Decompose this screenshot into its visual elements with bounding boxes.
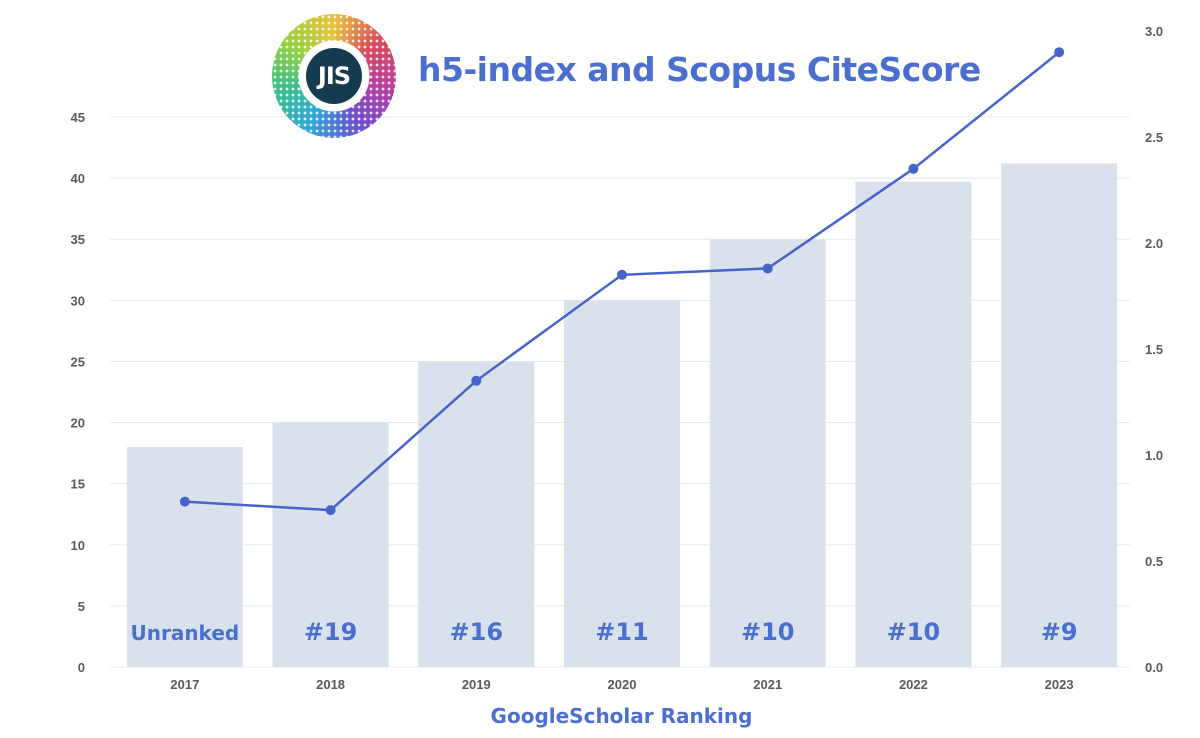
citescore-point: [471, 375, 482, 386]
y-tick-label: 30: [71, 293, 85, 308]
y-tick-label: 0: [78, 660, 85, 675]
bar: [855, 181, 972, 667]
bar-rank-label: #19: [304, 618, 358, 646]
journal-logo: JIS: [272, 14, 396, 138]
y-tick-label: 35: [71, 232, 85, 247]
y-tick-label: 25: [71, 354, 85, 369]
bar-rank-label: #11: [595, 618, 649, 646]
x-axis-title: GoogleScholar Ranking: [490, 704, 753, 728]
right-axis-ticks: 0.0 0.5 1.0 1.5 2.0 2.5 3.0: [1145, 24, 1163, 675]
x-tick-label: 2018: [316, 677, 345, 692]
logo-text: JIS: [306, 48, 362, 104]
y2-tick-label: 1.0: [1145, 448, 1163, 463]
bar: [126, 447, 243, 667]
x-tick-label: 2023: [1045, 677, 1074, 692]
citescore-point: [1054, 47, 1065, 58]
y-tick-label: 5: [78, 599, 85, 614]
x-tick-label: 2020: [608, 677, 637, 692]
y2-tick-label: 2.5: [1145, 130, 1163, 145]
x-tick-label: 2019: [462, 677, 491, 692]
citescore-point: [325, 505, 336, 516]
y-tick-label: 10: [71, 538, 85, 553]
y-tick-label: 40: [71, 171, 85, 186]
citescore-line: [179, 47, 1065, 516]
citescore-point: [762, 263, 773, 274]
bar-rank-label: #10: [887, 618, 941, 646]
chart-title: h5-index and Scopus CiteScore: [418, 50, 981, 89]
x-tick-label: 2021: [753, 677, 782, 692]
bar: [564, 300, 680, 667]
bars: [126, 163, 1118, 667]
citescore-point: [617, 269, 627, 280]
bar: [709, 239, 826, 667]
y-tick-label: 15: [71, 477, 85, 492]
citescore-point: [179, 496, 190, 507]
x-axis-ticks: 2017 2018 2019 2020 2021 2022 2023: [170, 677, 1073, 692]
citescore-point: [908, 163, 919, 174]
y2-tick-label: 3.0: [1145, 24, 1163, 39]
x-tick-label: 2022: [899, 677, 928, 692]
bar-rank-label: #9: [1041, 618, 1078, 646]
left-axis-ticks: 0 5 10 15 20 25 30 35 40 45: [71, 110, 85, 675]
y2-tick-label: 0.5: [1145, 554, 1163, 569]
y2-tick-label: 0.0: [1145, 660, 1163, 675]
bar-rank-label: Unranked: [130, 621, 239, 645]
bar-rank-label: #10: [741, 618, 795, 646]
y-tick-label: 20: [71, 416, 85, 431]
bar: [272, 422, 389, 667]
bar-labels: Unranked #19 #16 #11 #10 #10 #9: [130, 618, 1077, 646]
bar-rank-label: #16: [450, 618, 504, 646]
x-tick-label: 2017: [170, 677, 199, 692]
y2-tick-label: 1.5: [1145, 342, 1163, 357]
bar: [418, 361, 535, 667]
y-tick-label: 45: [71, 110, 85, 125]
y2-tick-label: 2.0: [1145, 236, 1163, 251]
bar: [1001, 163, 1118, 667]
